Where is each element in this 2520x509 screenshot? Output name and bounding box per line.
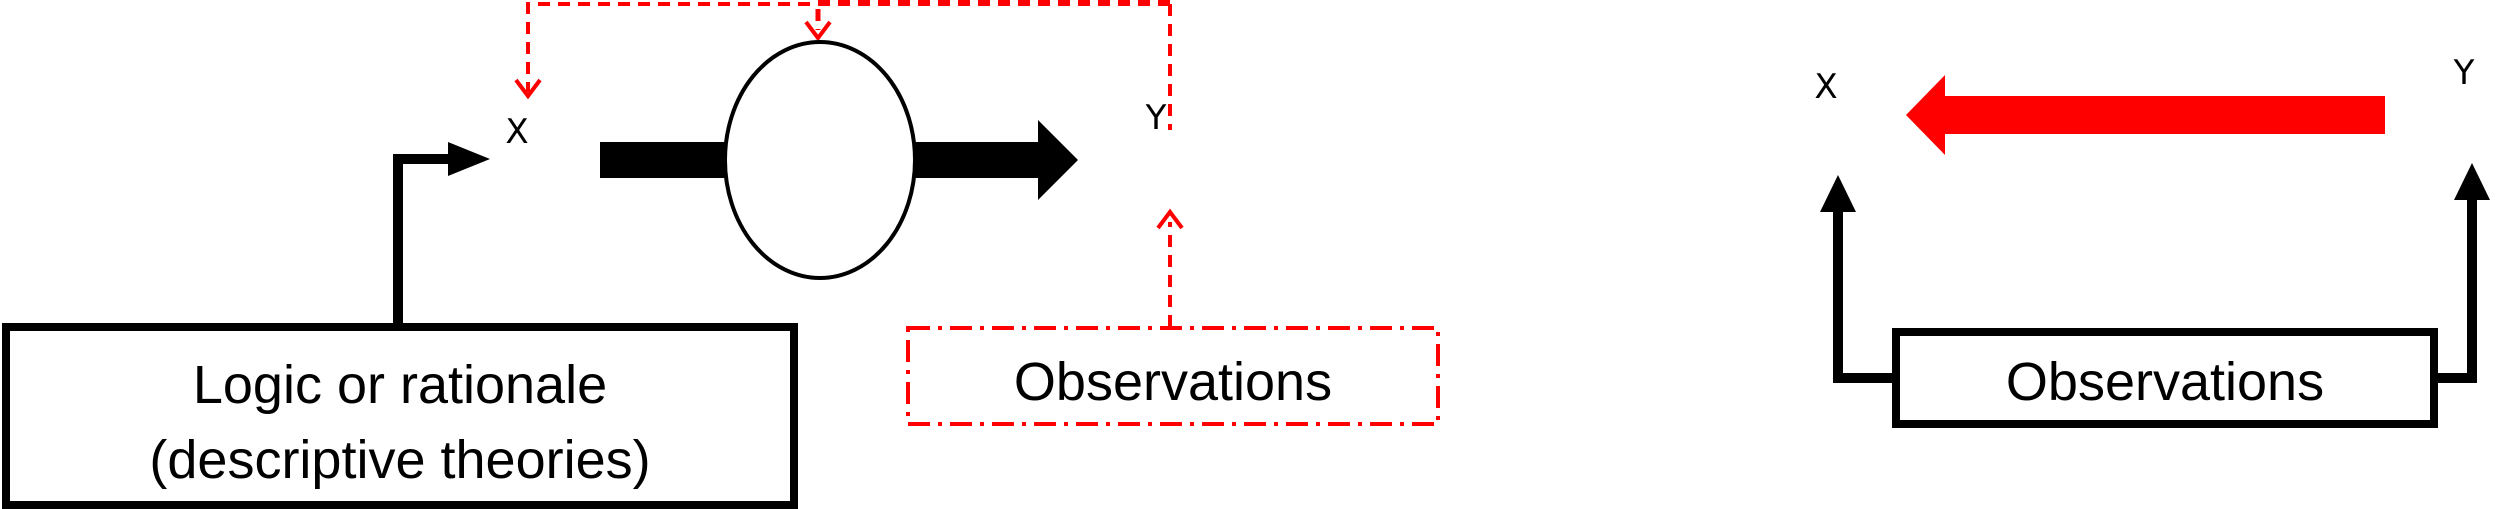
left-x-label: X [505, 112, 528, 152]
observations-to-y-arrowhead-right [2454, 163, 2490, 200]
right-x-label: X [1814, 67, 1837, 107]
causal-arrowhead [1038, 120, 1078, 200]
logic-rationale-box [2, 323, 798, 509]
feedback-arrowhead-circle [804, 20, 832, 42]
mediator-circle [723, 40, 917, 280]
reverse-arrowhead [1906, 75, 1945, 155]
observations-to-y-connector-right [2434, 193, 2477, 383]
causal-arrow-shaft-left [600, 142, 740, 178]
logic-to-x-connector [393, 154, 450, 325]
left-observations-box [906, 326, 1440, 426]
reverse-arrow-shaft [1935, 96, 2385, 134]
observations-to-y-arrowhead [1156, 208, 1184, 230]
left-diagram: X Y Logic or rationale (descriptive theo… [2, 0, 1440, 509]
right-diagram: X Y Observations [1814, 53, 2490, 428]
left-observations-label: Observations [1014, 352, 1332, 412]
logic-box-line1: Logic or rationale [193, 355, 607, 415]
right-observations-label: Observations [2006, 352, 2324, 412]
feedback-line-to-x [526, 2, 1170, 92]
causal-arrow-shaft-right [905, 142, 1040, 178]
right-observations-box [1892, 328, 2438, 428]
feedback-loop [526, 0, 1172, 130]
observations-to-x-connector [1833, 205, 1896, 383]
feedback-arrowhead-x [514, 78, 542, 100]
logic-box-line2: (descriptive theories) [149, 430, 650, 490]
right-y-label: Y [2453, 53, 2475, 93]
observations-to-x-arrowhead [1820, 175, 1856, 212]
logic-to-x-arrowhead [448, 142, 490, 176]
feedback-line-double [815, 0, 1170, 30]
left-y-label: Y [1145, 98, 1167, 138]
